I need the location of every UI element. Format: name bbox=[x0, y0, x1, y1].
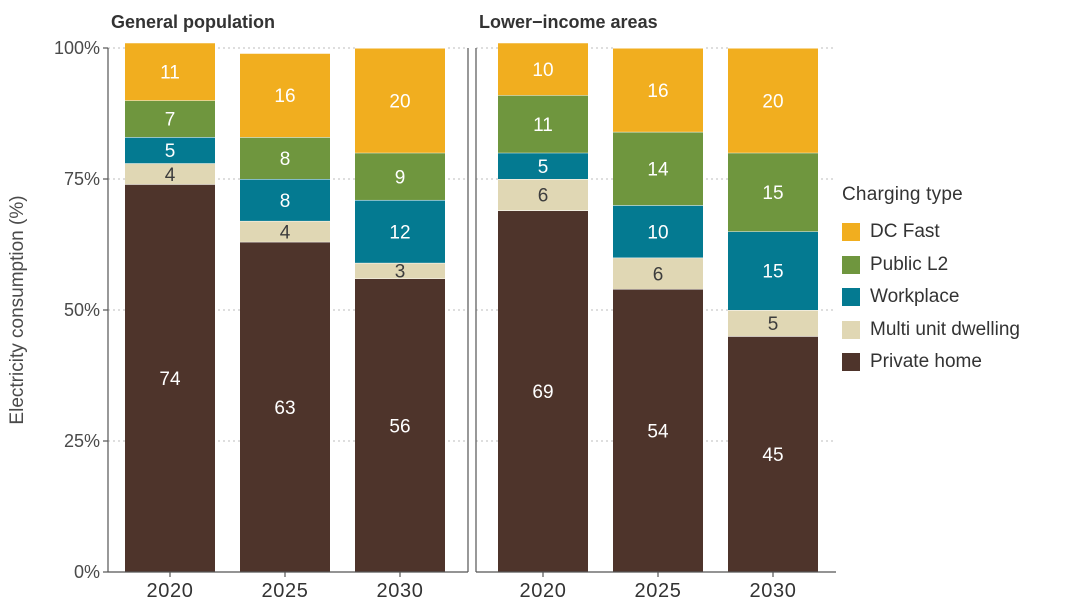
bar-segment-workplace bbox=[355, 199, 445, 263]
data-label: 20 bbox=[389, 91, 410, 112]
bar-segment-private-home bbox=[728, 336, 818, 572]
legend: Charging type DC Fast Public L2 Workplace M… bbox=[842, 184, 1020, 379]
data-label: 5 bbox=[538, 157, 549, 178]
y-tick-label: 0% bbox=[74, 562, 100, 582]
y-tick-label: 75% bbox=[64, 169, 100, 189]
data-label: 5 bbox=[165, 141, 176, 162]
x-tick-label: 2030 bbox=[377, 580, 424, 601]
bar-segment-public-l2 bbox=[355, 152, 445, 200]
bar-segment-multi-unit-dwelling bbox=[240, 220, 330, 242]
bar-segment-dc-fast bbox=[355, 48, 445, 153]
legend-label: Workplace bbox=[870, 286, 960, 308]
legend-label: Public L2 bbox=[870, 253, 949, 275]
bar-segment-multi-unit-dwelling bbox=[613, 257, 703, 290]
y-tick-label: 50% bbox=[64, 300, 100, 320]
data-label: 4 bbox=[280, 222, 291, 243]
bar-segment-workplace bbox=[728, 231, 818, 310]
bar-segment-dc-fast bbox=[240, 53, 330, 138]
bar-segment-private-home bbox=[125, 184, 215, 573]
legend-items: DC Fast Public L2 Workplace Multi unit dwel… bbox=[842, 216, 1020, 379]
data-label: 20 bbox=[762, 91, 783, 112]
x-tick-label: 2025 bbox=[262, 580, 309, 601]
bar-segment-private-home bbox=[613, 289, 703, 572]
data-label: 5 bbox=[768, 314, 779, 335]
y-axis-label: Electricity consumption (%) bbox=[7, 195, 28, 424]
x-tick-label: 2030 bbox=[750, 580, 797, 601]
bar-segment-dc-fast bbox=[125, 42, 215, 101]
bar-segment-private-home bbox=[240, 241, 330, 572]
legend-label: Multi unit dwelling bbox=[870, 318, 1020, 340]
x-tick-label: 2020 bbox=[520, 580, 567, 601]
x-tick-label: 2025 bbox=[635, 580, 682, 601]
bar-segment-private-home bbox=[355, 278, 445, 572]
data-label: 3 bbox=[395, 262, 406, 283]
legend-item-workplace[interactable]: Workplace bbox=[842, 281, 1020, 314]
data-label: 54 bbox=[647, 422, 669, 443]
bar-segment-public-l2 bbox=[613, 131, 703, 206]
x-tick-label: 2020 bbox=[147, 580, 194, 601]
bar-segment-public-l2 bbox=[125, 100, 215, 138]
data-label: 10 bbox=[647, 222, 668, 243]
data-label: 15 bbox=[762, 183, 783, 204]
bar-segment-private-home bbox=[498, 210, 588, 572]
data-label: 11 bbox=[160, 63, 180, 84]
data-label: 12 bbox=[389, 222, 410, 243]
data-label: 4 bbox=[165, 165, 176, 186]
data-label: 63 bbox=[274, 398, 295, 419]
legend-swatch bbox=[842, 288, 860, 307]
legend-swatch bbox=[842, 223, 860, 242]
panel-title: General population bbox=[111, 12, 275, 32]
data-label: 11 bbox=[533, 115, 553, 136]
data-label: 15 bbox=[762, 262, 783, 283]
y-tick-label: 100% bbox=[54, 38, 100, 58]
legend-swatch bbox=[842, 255, 860, 274]
bar-segment-workplace bbox=[498, 152, 588, 179]
data-label: 8 bbox=[280, 191, 291, 212]
bar-segment-workplace bbox=[125, 137, 215, 164]
bar-segment-dc-fast bbox=[728, 48, 818, 153]
y-tick-label: 25% bbox=[64, 431, 100, 451]
bar-segment-public-l2 bbox=[728, 152, 818, 232]
legend-item-multi-unit-dwelling[interactable]: Multi unit dwelling bbox=[842, 314, 1020, 347]
legend-item-public-l2[interactable]: Public L2 bbox=[842, 249, 1020, 282]
bar-segment-multi-unit-dwelling bbox=[125, 163, 215, 185]
legend-swatch bbox=[842, 353, 860, 372]
legend-item-private-home[interactable]: Private home bbox=[842, 346, 1020, 379]
data-label: 9 bbox=[395, 167, 406, 188]
data-label: 7 bbox=[165, 110, 176, 131]
legend-label: DC Fast bbox=[870, 221, 940, 243]
bar-segment-dc-fast bbox=[498, 42, 588, 96]
data-label: 56 bbox=[389, 416, 410, 437]
bar-segment-public-l2 bbox=[498, 95, 588, 153]
bar-segment-dc-fast bbox=[613, 48, 703, 132]
data-label: 74 bbox=[159, 369, 181, 390]
bar-segment-multi-unit-dwelling bbox=[728, 310, 818, 337]
data-label: 45 bbox=[762, 445, 783, 466]
data-label: 16 bbox=[647, 81, 668, 102]
data-label: 8 bbox=[280, 149, 291, 170]
bar-segment-public-l2 bbox=[240, 137, 330, 179]
data-label: 14 bbox=[647, 160, 669, 181]
panel-title: Lower−income areas bbox=[479, 12, 658, 32]
legend-swatch bbox=[842, 320, 860, 339]
data-label: 6 bbox=[538, 186, 549, 207]
bar-segment-multi-unit-dwelling bbox=[498, 179, 588, 211]
data-label: 10 bbox=[532, 60, 553, 81]
data-label: 16 bbox=[274, 86, 295, 107]
bar-segment-multi-unit-dwelling bbox=[355, 262, 445, 279]
data-label: 6 bbox=[653, 264, 664, 285]
bar-segment-workplace bbox=[613, 205, 703, 258]
legend-item-dc-fast[interactable]: DC Fast bbox=[842, 216, 1020, 249]
legend-label: Private home bbox=[870, 351, 982, 373]
legend-title: Charging type bbox=[842, 184, 963, 205]
data-label: 69 bbox=[532, 382, 553, 403]
bar-segment-workplace bbox=[240, 179, 330, 221]
